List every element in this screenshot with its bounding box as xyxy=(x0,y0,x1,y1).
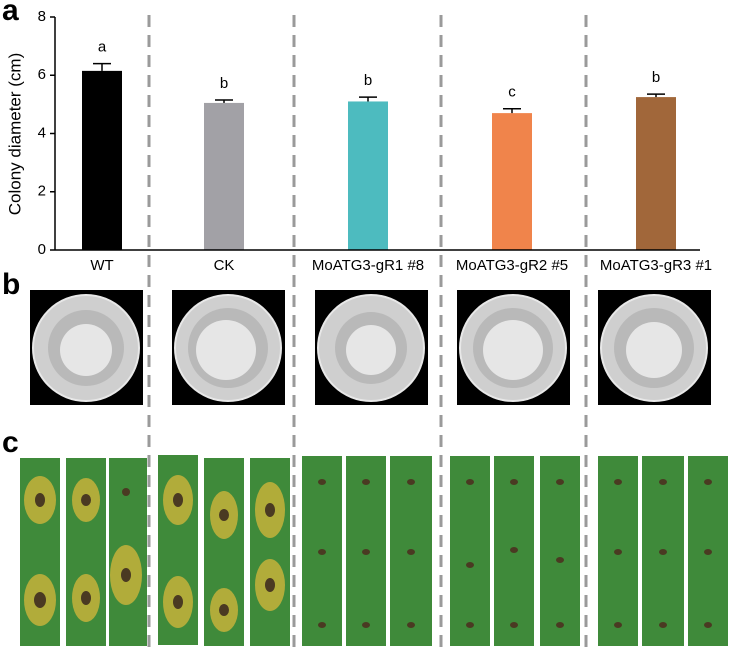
bar xyxy=(636,97,676,250)
x-tick-label: MoATG3-gR1 #8 xyxy=(312,257,424,274)
x-tick-label: WT xyxy=(90,257,113,274)
y-tick-label: 0 xyxy=(38,241,46,258)
bar xyxy=(348,101,388,251)
y-axis-title: Colony diameter (cm) xyxy=(5,53,24,216)
error-bar xyxy=(503,107,521,114)
photos xyxy=(20,290,728,646)
panel-label: a xyxy=(2,0,19,27)
x-tick-label: MoATG3-gR2 #5 xyxy=(456,257,568,274)
bar xyxy=(204,102,244,250)
bar xyxy=(492,113,532,250)
bar xyxy=(82,70,122,250)
significance-label: b xyxy=(652,69,660,86)
y-tick-label: 8 xyxy=(38,8,46,25)
error-bar xyxy=(359,96,377,102)
error-bar xyxy=(647,93,665,98)
separators xyxy=(147,15,588,648)
panel-label: c xyxy=(2,426,19,459)
y-tick-label: 2 xyxy=(38,183,46,200)
significance-label: b xyxy=(220,75,228,92)
significance-label: c xyxy=(508,84,516,101)
y-tick-label: 4 xyxy=(38,124,46,141)
panel-label: b xyxy=(2,268,20,301)
error-bar xyxy=(93,62,111,71)
x-tick-label: MoATG3-gR3 #1 xyxy=(600,257,712,274)
significance-label: a xyxy=(98,39,107,56)
x-tick-label: CK xyxy=(214,257,235,274)
y-tick-label: 6 xyxy=(38,66,46,83)
significance-label: b xyxy=(364,72,372,89)
error-bar xyxy=(215,99,233,103)
